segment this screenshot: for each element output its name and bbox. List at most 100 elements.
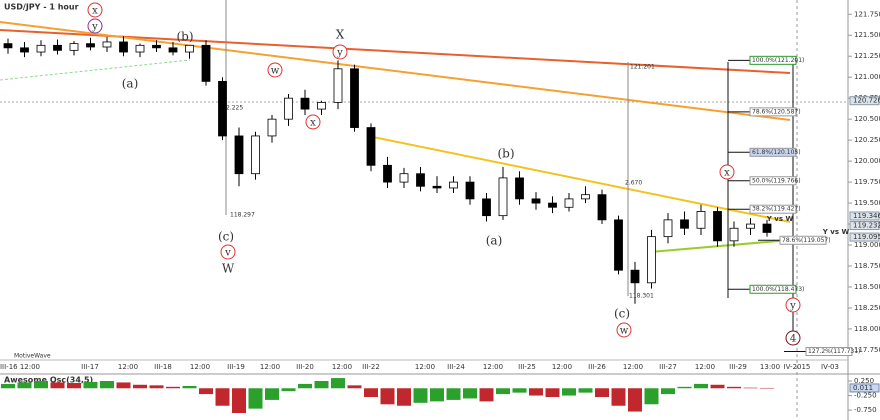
wave-label: y: [789, 301, 796, 312]
osc-marker-label: 0.011: [853, 384, 873, 392]
candle-body: [762, 223, 772, 233]
osc-bar: [446, 388, 461, 400]
candle-body: [102, 41, 112, 48]
candle-body: [581, 194, 590, 200]
osc-bar: [347, 385, 362, 389]
fib-box: [805, 347, 853, 357]
candle-body: [383, 164, 392, 183]
osc-bar: [628, 388, 642, 412]
candle-body: [531, 198, 541, 204]
candle-body: [86, 43, 95, 48]
x-tick-label: III-26: [588, 363, 606, 371]
osc-bar: [166, 386, 180, 389]
osc-bar: [364, 388, 378, 397]
candle-body: [663, 219, 673, 238]
annotation: MotiveWave: [14, 353, 51, 360]
wave-circle: [332, 44, 348, 60]
chart-title: USD/JPY - 1 hour: [4, 3, 79, 12]
annotation: 118.301: [629, 293, 654, 300]
candle-body: [69, 43, 79, 51]
price-label-box: [849, 232, 880, 242]
wave-circle: [87, 18, 103, 34]
osc-bar: [298, 383, 312, 389]
wave-label: X: [336, 28, 345, 42]
x-tick-label: 12:00: [332, 363, 352, 371]
fib-label: 50.0%(119.766): [752, 177, 801, 184]
osc-bar: [281, 388, 296, 392]
candle-body: [597, 194, 607, 221]
x-tick-label: III-29: [729, 363, 747, 371]
candle-body: [3, 43, 13, 49]
x-tick-label: III-17: [81, 363, 99, 371]
wave-label: x: [310, 118, 316, 129]
fib-label: 61.8%(120.105): [752, 149, 801, 156]
annotation: 2.225: [226, 105, 243, 112]
osc-marker-box: [849, 383, 880, 393]
fib-label: 78.6%(120.587): [752, 108, 801, 115]
fib-box: [749, 176, 797, 186]
y-tick-label: 120.500: [854, 115, 880, 123]
price-label-box: [849, 96, 880, 106]
y-tick-label: 120.250: [854, 136, 880, 144]
x-tick-label: IV-03: [821, 363, 839, 371]
osc-bar: [50, 382, 65, 389]
x-tick-label: 12:00: [695, 363, 715, 371]
y-tick-label: 118.000: [854, 325, 880, 333]
candle-body: [201, 44, 211, 82]
candle-body: [746, 223, 755, 229]
osc-bar: [17, 382, 32, 389]
y-tick-label: 117.750: [854, 346, 880, 354]
x-tick-label: III-16 12:00: [0, 363, 40, 371]
osc-bar: [760, 387, 774, 389]
fib-label: 100.0%(118.473): [752, 286, 804, 293]
osc-bar: [265, 388, 279, 400]
y-tick-label: 118.500: [854, 283, 880, 291]
trendline: [367, 135, 791, 223]
x-tick-label: 12:00: [190, 363, 210, 371]
candle-body: [614, 219, 623, 271]
osc-bar: [677, 386, 692, 389]
candle-body: [168, 47, 178, 53]
osc-bar: [182, 385, 197, 389]
x-tick-label: III-18: [154, 363, 172, 371]
x-tick-label: 12:00: [118, 363, 138, 371]
osc-bar: [430, 388, 444, 402]
candle-body: [218, 80, 227, 137]
osc-bar: [67, 383, 81, 389]
annotation: 121.201: [630, 64, 655, 71]
annotation: 2.670: [625, 180, 642, 187]
osc-bar: [496, 388, 510, 395]
fib-box: [779, 235, 827, 245]
wave-label: (c): [614, 307, 630, 321]
fib-label: 38.2%(119.427): [752, 206, 801, 213]
fib-label: 78.6%(119.057): [782, 237, 831, 244]
osc-bar: [380, 388, 395, 405]
candle-body: [333, 68, 343, 103]
wave-label: W: [222, 262, 235, 276]
x-tick-label: 12:00: [260, 363, 280, 371]
candle-body: [251, 135, 260, 175]
fib-box: [749, 55, 797, 65]
osc-bar: [727, 386, 741, 389]
y-tick-label: 119.000: [854, 241, 880, 249]
osc-bar: [133, 384, 147, 389]
x-tick-label: III-20: [296, 363, 314, 371]
osc-bar: [710, 384, 725, 389]
candle-body: [267, 118, 277, 137]
candle-body: [152, 44, 161, 49]
candle-body: [564, 198, 574, 208]
x-tick-label: 12:00: [623, 363, 643, 371]
candle-body: [399, 173, 409, 183]
candle-body: [119, 41, 128, 53]
candle-body: [482, 198, 491, 217]
candle-body: [647, 236, 656, 284]
candle-body: [432, 185, 442, 189]
osc-bar: [463, 388, 477, 399]
osc-tick-label: 0.250: [854, 377, 874, 385]
price-label: 119.232: [853, 222, 880, 230]
wave-label: w: [620, 326, 629, 337]
osc-bar: [199, 388, 213, 395]
osc-bar: [644, 388, 659, 405]
osc-bar: [397, 388, 411, 406]
